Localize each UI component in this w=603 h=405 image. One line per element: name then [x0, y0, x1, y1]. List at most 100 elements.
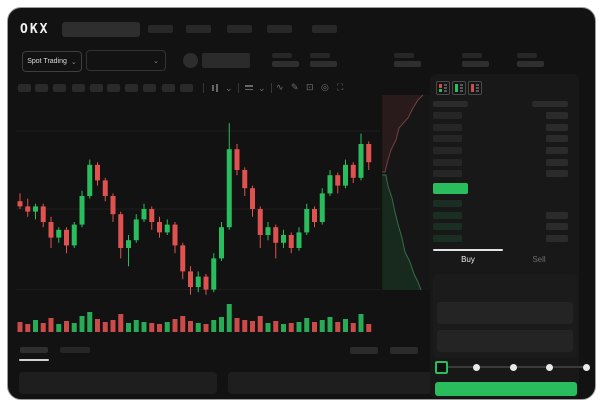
- bid-amount-placeholder: [546, 235, 568, 243]
- market-type-dropdown[interactable]: Spot Trading ⌄: [22, 51, 82, 72]
- stat-label-placeholder: [517, 53, 537, 58]
- orderbook-layout-both-icon[interactable]: [436, 81, 450, 95]
- bid-price-placeholder: [433, 211, 462, 219]
- toolbar-button-placeholder[interactable]: [18, 84, 31, 92]
- chevron-down-icon[interactable]: ⌄: [258, 83, 266, 93]
- orderbook-ask-row[interactable]: [433, 170, 568, 178]
- orderbook-ask-row[interactable]: [433, 158, 568, 166]
- orderbook-bid-row[interactable]: [433, 223, 568, 231]
- orderbook-ask-row[interactable]: [433, 135, 568, 143]
- chevron-down-icon: ⌄: [153, 57, 159, 65]
- toolbar-divider: [238, 83, 239, 93]
- toolbar-button-placeholder[interactable]: [125, 84, 138, 92]
- slider-handle[interactable]: [435, 361, 448, 374]
- orderbook-bid-row[interactable]: [433, 235, 568, 243]
- stat-value-placeholder: [517, 61, 544, 67]
- stat-label-placeholder: [272, 53, 292, 58]
- slider-stop-dot[interactable]: [473, 363, 480, 371]
- bid-amount-placeholder: [546, 223, 568, 231]
- toolbar-button-placeholder[interactable]: [72, 84, 85, 92]
- orderbook-ask-row[interactable]: [433, 123, 568, 131]
- ask-price-placeholder: [433, 112, 462, 119]
- stat-label-placeholder: [394, 53, 414, 58]
- stat-label-placeholder: [310, 53, 330, 58]
- stat-value-placeholder: [272, 61, 299, 67]
- chevron-down-icon: ⌄: [70, 58, 77, 66]
- camera-snapshot-icon[interactable]: ⊡: [306, 82, 314, 92]
- tab-buy[interactable]: Buy: [461, 255, 475, 264]
- stat-label-placeholder: [462, 53, 482, 58]
- indicator-icon[interactable]: [245, 84, 253, 92]
- toolbar-button-placeholder[interactable]: [107, 84, 120, 92]
- price-input[interactable]: [437, 302, 573, 324]
- ask-amount-placeholder: [546, 170, 568, 178]
- orderbook-layout-bids-icon[interactable]: [452, 81, 466, 95]
- toolbar-button-placeholder[interactable]: [143, 84, 156, 92]
- stat-value-placeholder: [310, 61, 337, 67]
- coin-avatar: [183, 53, 198, 68]
- slider-stop-dot[interactable]: [509, 363, 517, 371]
- chart-footer-control[interactable]: [390, 347, 418, 354]
- buy-tab-indicator: [433, 249, 503, 251]
- toolbar-button-placeholder[interactable]: [35, 84, 48, 92]
- stat-value-placeholder: [462, 61, 489, 67]
- bottom-panel: [19, 372, 217, 394]
- tab-sell[interactable]: Sell: [532, 255, 546, 264]
- bid-price-placeholder: [433, 200, 462, 207]
- active-tab-underline: [19, 359, 49, 361]
- slider-stop-dot[interactable]: [582, 363, 590, 371]
- bid-price-placeholder: [433, 223, 462, 231]
- ask-amount-placeholder: [546, 112, 568, 119]
- bottom-panel: [228, 372, 432, 394]
- toolbar-button-placeholder[interactable]: [180, 84, 193, 92]
- last-price-highlight[interactable]: [433, 183, 468, 194]
- nav-item-placeholder[interactable]: [267, 25, 292, 33]
- ask-amount-placeholder: [546, 123, 568, 131]
- ask-price-placeholder: [433, 135, 462, 143]
- toolbar-divider: [203, 83, 204, 93]
- bid-amount-placeholder: [546, 211, 568, 219]
- ask-price-placeholder: [433, 147, 462, 155]
- history-icon[interactable]: ◎: [321, 82, 329, 92]
- ask-price-placeholder: [433, 170, 462, 178]
- nav-item-placeholder[interactable]: [186, 25, 211, 33]
- orderbook-ask-row[interactable]: [433, 147, 568, 155]
- toolbar-divider: [271, 83, 272, 93]
- ask-amount-placeholder: [546, 135, 568, 143]
- line-tools-icon[interactable]: ∿: [276, 82, 284, 92]
- bottom-tab[interactable]: [60, 347, 90, 353]
- ask-amount-placeholder: [546, 158, 568, 166]
- orderbook-asks[interactable]: [433, 112, 568, 182]
- orderbook-layout-asks-icon[interactable]: [468, 81, 482, 95]
- chart-footer-control[interactable]: [350, 347, 378, 354]
- orderbook-bid-row[interactable]: [433, 200, 568, 207]
- candle-type-icon[interactable]: [211, 84, 219, 92]
- ask-amount-placeholder: [546, 147, 568, 155]
- toolbar-button-placeholder[interactable]: [53, 84, 66, 92]
- orderbook-header-amount: [532, 101, 568, 107]
- orderbook-header-price: [433, 101, 468, 107]
- fullscreen-icon[interactable]: ⛶: [337, 82, 344, 92]
- orderbook-bids[interactable]: [433, 200, 568, 247]
- nav-item-placeholder[interactable]: [312, 25, 337, 33]
- market-type-label: Spot Trading: [27, 58, 67, 65]
- pair-select-dropdown[interactable]: ⌄: [86, 50, 166, 71]
- orderbook-bid-row[interactable]: [433, 211, 568, 219]
- chevron-down-icon[interactable]: ⌄: [225, 83, 233, 93]
- amount-input[interactable]: [437, 330, 573, 352]
- orderbook-ask-row[interactable]: [433, 112, 568, 119]
- toolbar-button-placeholder[interactable]: [162, 84, 175, 92]
- stat-value-placeholder: [394, 61, 421, 67]
- nav-item-placeholder[interactable]: [148, 25, 173, 33]
- slider-stop-dot[interactable]: [546, 363, 553, 371]
- nav-item-placeholder[interactable]: [227, 25, 252, 33]
- toolbar-button-placeholder[interactable]: [90, 84, 103, 92]
- draw-pencil-icon[interactable]: ✎: [291, 82, 299, 92]
- pair-price-placeholder: [202, 53, 250, 68]
- bid-price-placeholder: [433, 235, 462, 243]
- bottom-tab-active[interactable]: [20, 347, 48, 353]
- buy-button[interactable]: [435, 382, 577, 396]
- search-input[interactable]: [62, 22, 140, 37]
